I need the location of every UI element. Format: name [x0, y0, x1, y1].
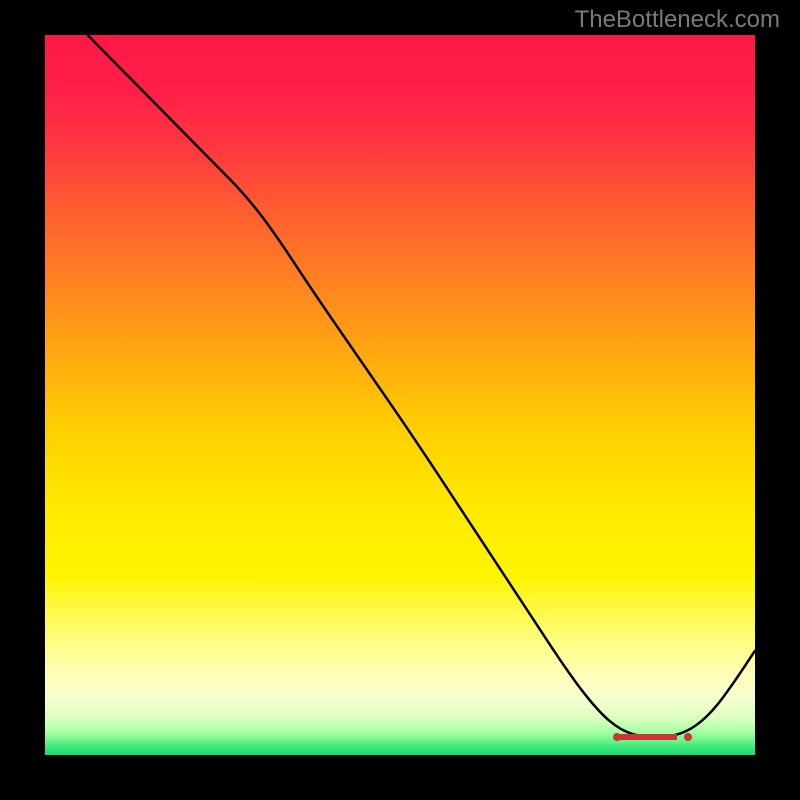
optimal-range-bar	[617, 734, 677, 740]
optimal-markers	[45, 35, 755, 755]
marker-dot-left	[613, 733, 621, 741]
chart-container	[45, 35, 755, 755]
marker-dot-right	[684, 733, 692, 741]
watermark-text: TheBottleneck.com	[575, 6, 780, 34]
